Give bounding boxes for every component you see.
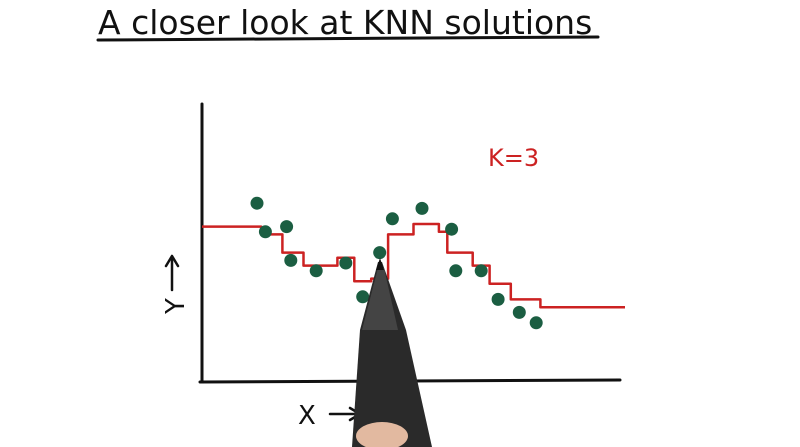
data-point xyxy=(373,246,386,259)
data-point xyxy=(284,254,297,267)
data-point xyxy=(449,264,462,277)
x-axis-label: X xyxy=(298,401,316,431)
data-point xyxy=(356,290,369,303)
data-point xyxy=(445,223,458,236)
data-point xyxy=(280,220,293,233)
data-point xyxy=(386,212,399,225)
y-axis-label: Y xyxy=(161,298,191,315)
data-point xyxy=(259,225,272,238)
data-point xyxy=(251,197,264,210)
data-point xyxy=(530,316,543,329)
data-point xyxy=(310,264,323,277)
data-point xyxy=(416,202,429,215)
data-point xyxy=(475,264,488,277)
k-annotation: K=3 xyxy=(488,144,539,172)
marker-pen-icon xyxy=(352,258,432,447)
data-point xyxy=(492,293,505,306)
data-point xyxy=(339,257,352,270)
y-axis-arrow-icon xyxy=(166,256,178,290)
data-point xyxy=(513,306,526,319)
